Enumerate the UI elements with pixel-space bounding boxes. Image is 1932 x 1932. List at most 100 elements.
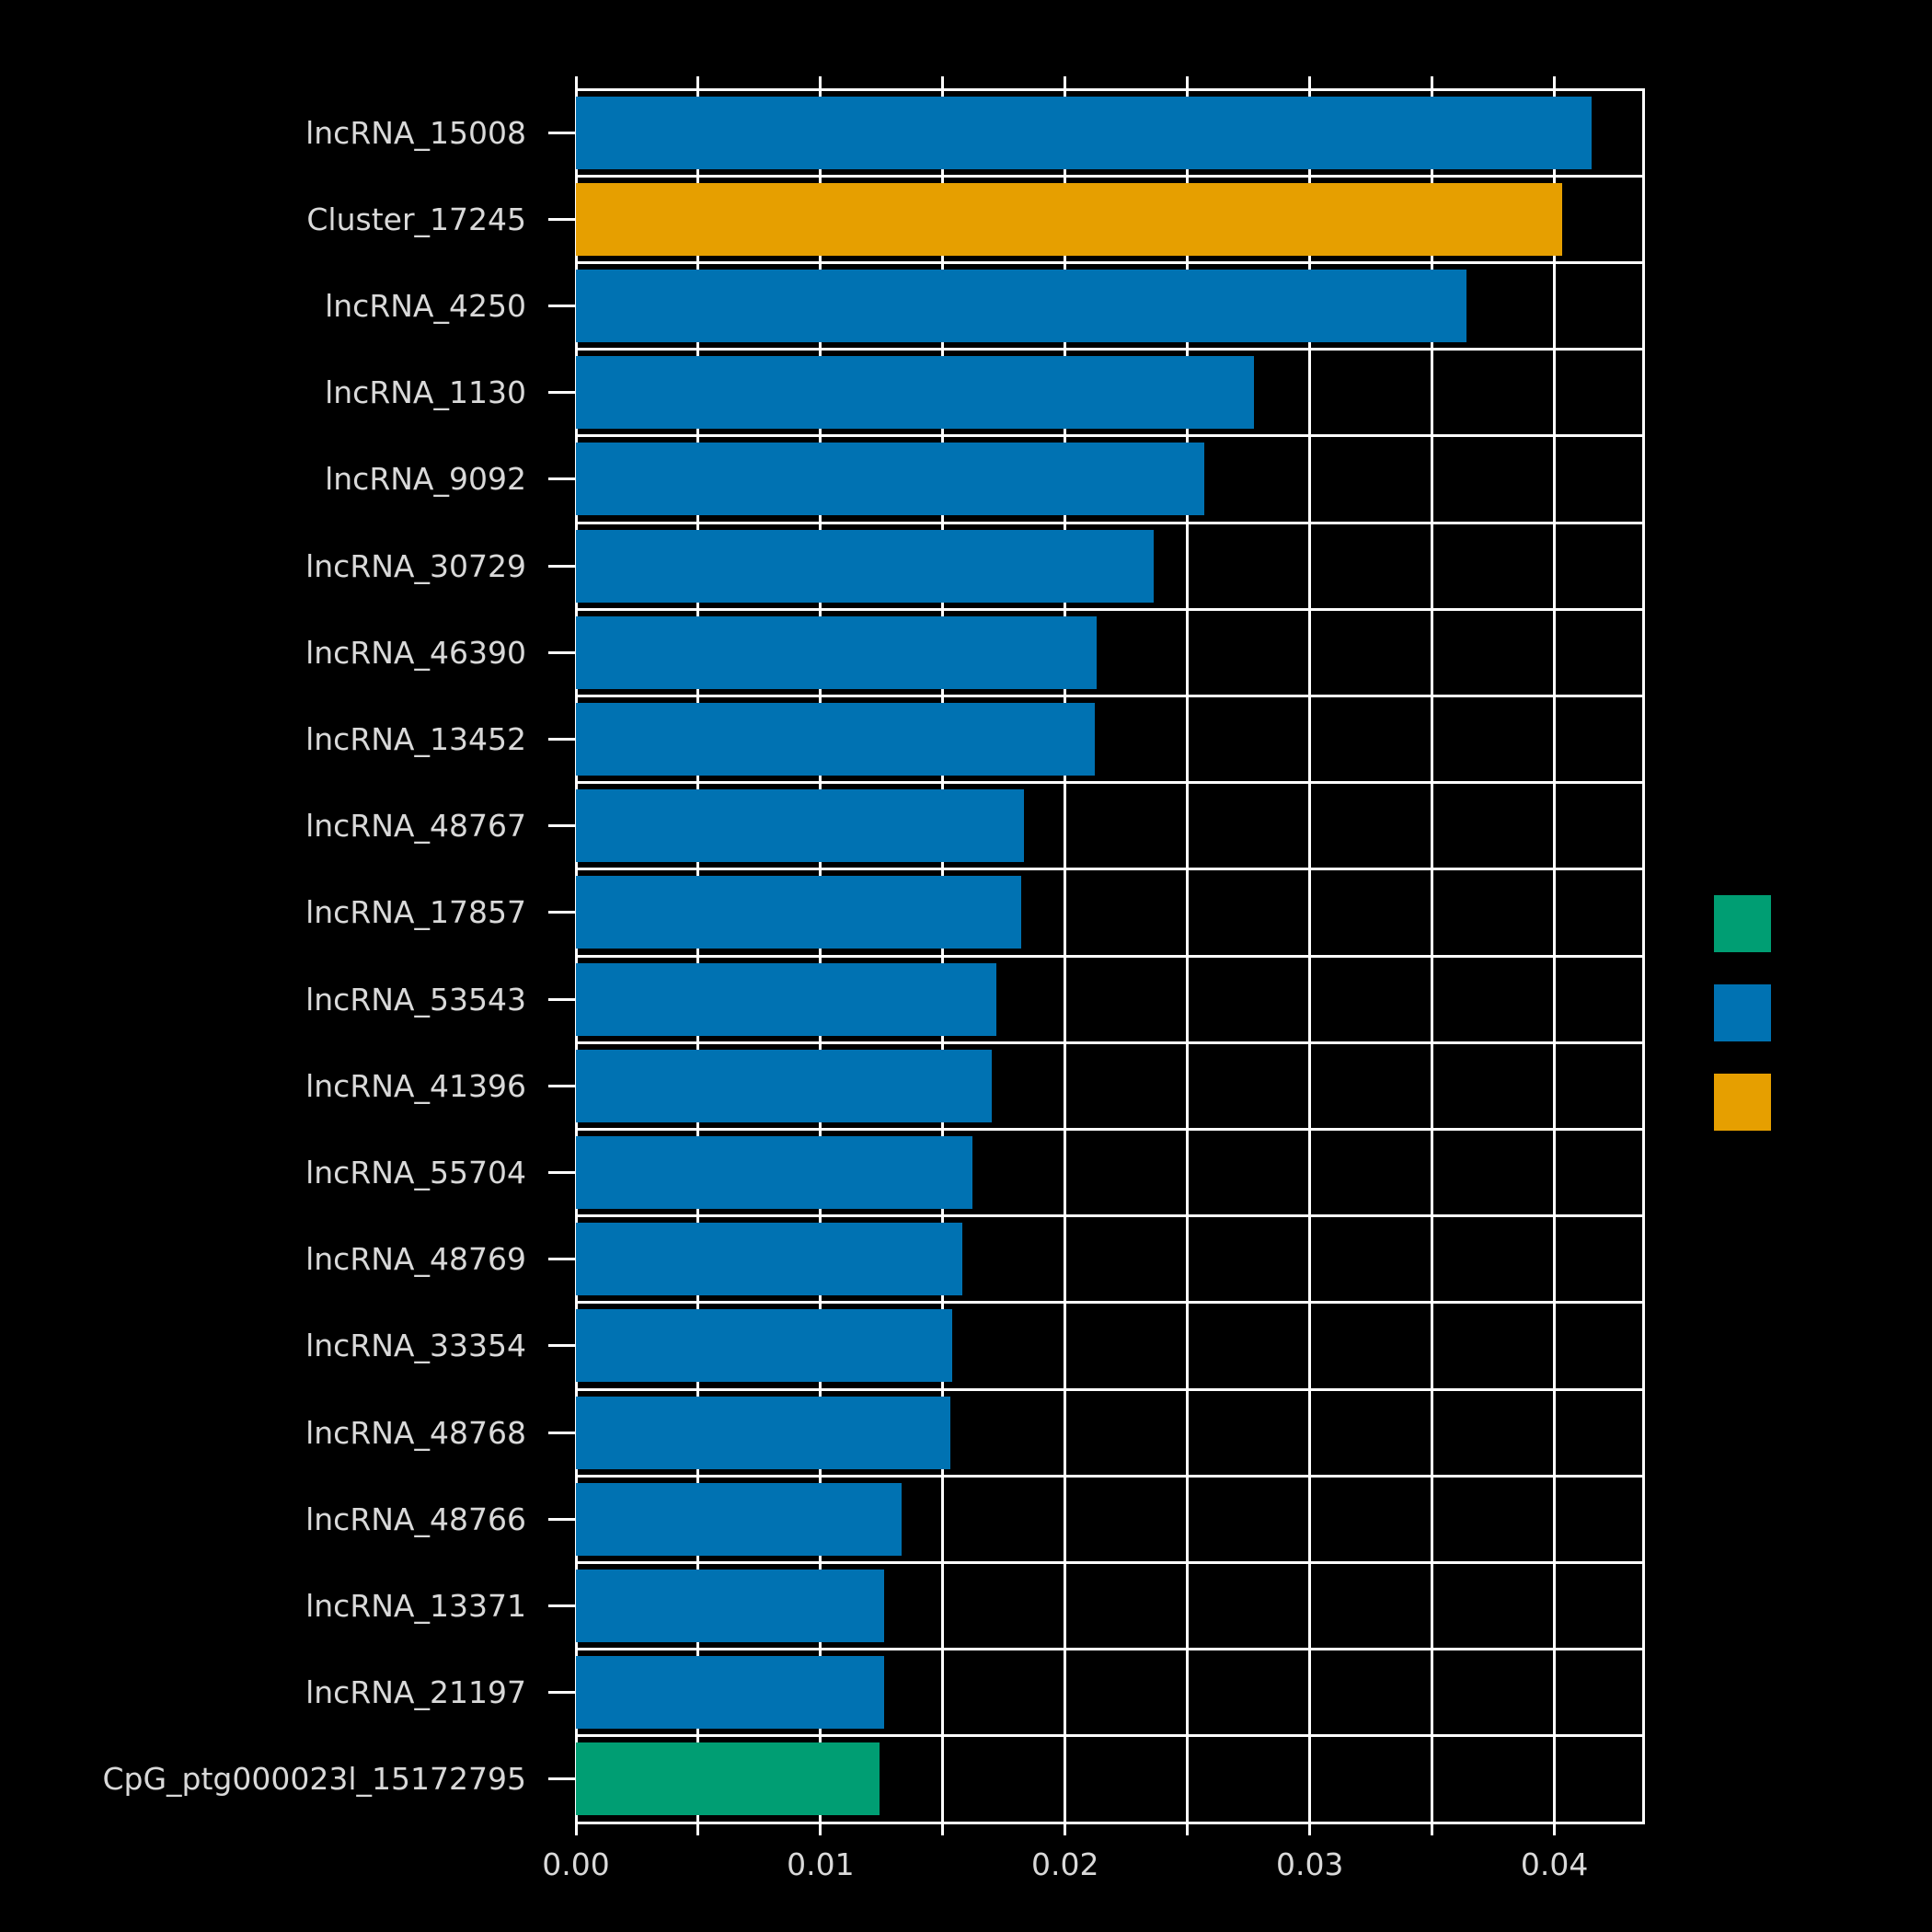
x-tick-bottom: [1431, 1823, 1434, 1835]
x-tick-top: [819, 76, 822, 89]
x-tick-top: [1186, 76, 1190, 89]
gridline-horizontal: [576, 1734, 1645, 1738]
gridline-horizontal: [576, 348, 1645, 351]
bar: [576, 1136, 972, 1209]
x-axis-tick-label: 0.03: [1275, 1846, 1344, 1882]
x-tick-top: [1064, 76, 1067, 89]
x-tick-bottom: [1186, 1823, 1190, 1835]
bar: [576, 789, 1024, 863]
x-tick-bottom: [819, 1823, 822, 1835]
bar: [576, 962, 997, 1036]
bar: [576, 356, 1254, 430]
gridline-horizontal: [576, 1648, 1645, 1651]
bar: [576, 1570, 885, 1642]
y-tick: [548, 738, 576, 741]
x-axis-tick-label: 0.02: [1031, 1846, 1099, 1882]
gridline-horizontal: [576, 521, 1645, 524]
gridline-horizontal: [576, 954, 1645, 958]
y-tick: [548, 1258, 576, 1261]
y-tick: [548, 305, 576, 307]
y-axis-label: lncRNA_9092: [325, 461, 526, 498]
x-axis-tick-label: 0.01: [787, 1846, 855, 1882]
x-tick-bottom: [1308, 1823, 1312, 1835]
legend-blue-swatch: [1714, 984, 1771, 1041]
y-tick: [548, 477, 576, 481]
x-tick-top: [1308, 76, 1312, 89]
y-axis-label: lncRNA_55704: [305, 1154, 526, 1190]
gridline-horizontal: [576, 1301, 1645, 1305]
y-axis-label: lncRNA_30729: [305, 547, 526, 584]
x-tick-bottom: [696, 1823, 700, 1835]
y-tick: [548, 997, 576, 1001]
x-axis-tick-label: 0.04: [1520, 1846, 1589, 1882]
gridline-horizontal: [576, 260, 1645, 264]
y-tick: [548, 564, 576, 568]
x-tick-top: [574, 76, 578, 89]
y-axis-label: lncRNA_48768: [305, 1414, 526, 1451]
gridline-horizontal: [576, 1821, 1645, 1824]
legend: [1714, 895, 1771, 1163]
y-axis-label: lncRNA_33354: [305, 1328, 526, 1364]
bar: [576, 1309, 953, 1383]
y-tick: [548, 824, 576, 828]
plot-area: [574, 87, 1645, 1824]
x-tick-top: [696, 76, 700, 89]
gridline-horizontal: [576, 694, 1645, 697]
bar: [576, 529, 1154, 603]
gridline-horizontal: [576, 1387, 1645, 1391]
bar: [576, 703, 1095, 776]
gridline-horizontal: [576, 1474, 1645, 1478]
legend-orange-swatch: [1714, 1074, 1771, 1131]
gridline-horizontal: [576, 87, 1645, 91]
y-axis-label: lncRNA_17857: [305, 894, 526, 931]
x-tick-bottom: [574, 1823, 578, 1835]
y-tick: [548, 1517, 576, 1521]
y-axis-label: lncRNA_13452: [305, 720, 526, 757]
y-tick: [548, 1344, 576, 1348]
x-tick-bottom: [941, 1823, 945, 1835]
y-axis-label: lncRNA_1130: [325, 374, 526, 411]
x-axis-tick-label: 0.00: [542, 1846, 610, 1882]
gridline-horizontal: [576, 607, 1645, 611]
y-axis-label: lncRNA_46390: [305, 634, 526, 671]
y-tick: [548, 911, 576, 914]
gridline-horizontal: [576, 1127, 1645, 1131]
y-tick: [548, 1604, 576, 1607]
bar: [576, 182, 1562, 256]
y-tick: [548, 1431, 576, 1434]
y-axis-label: CpG_ptg000023l_15172795: [102, 1761, 526, 1798]
bar: [576, 1742, 880, 1816]
y-axis-label: lncRNA_41396: [305, 1067, 526, 1104]
bar: [576, 1656, 885, 1730]
y-axis-label: lncRNA_15008: [305, 114, 526, 151]
y-axis-label: lncRNA_48766: [305, 1501, 526, 1537]
y-tick: [548, 1777, 576, 1781]
bar: [576, 615, 1098, 689]
x-tick-bottom: [1553, 1823, 1557, 1835]
gridline-horizontal: [576, 781, 1645, 785]
y-axis-label: lncRNA_21197: [305, 1674, 526, 1711]
y-axis-label: lncRNA_4250: [325, 287, 526, 324]
bar: [576, 876, 1021, 949]
legend-green-swatch: [1714, 895, 1771, 952]
y-tick: [548, 1084, 576, 1087]
y-tick: [548, 391, 576, 395]
bar: [576, 443, 1205, 516]
y-tick: [548, 131, 576, 134]
bar: [576, 96, 1592, 169]
bar: [576, 1482, 902, 1556]
y-axis-label: lncRNA_48769: [305, 1241, 526, 1278]
y-tick: [548, 1171, 576, 1174]
y-tick: [548, 1691, 576, 1695]
gridline-horizontal: [576, 1214, 1645, 1218]
bar: [576, 1223, 963, 1296]
y-axis-label: lncRNA_13371: [305, 1587, 526, 1624]
x-tick-top: [941, 76, 945, 89]
x-tick-top: [1431, 76, 1434, 89]
gridline-horizontal: [576, 868, 1645, 871]
x-tick-bottom: [1064, 1823, 1067, 1835]
bar: [576, 270, 1466, 342]
gridline-horizontal: [576, 1041, 1645, 1044]
gridline-horizontal: [576, 434, 1645, 438]
gridline-horizontal: [576, 174, 1645, 178]
